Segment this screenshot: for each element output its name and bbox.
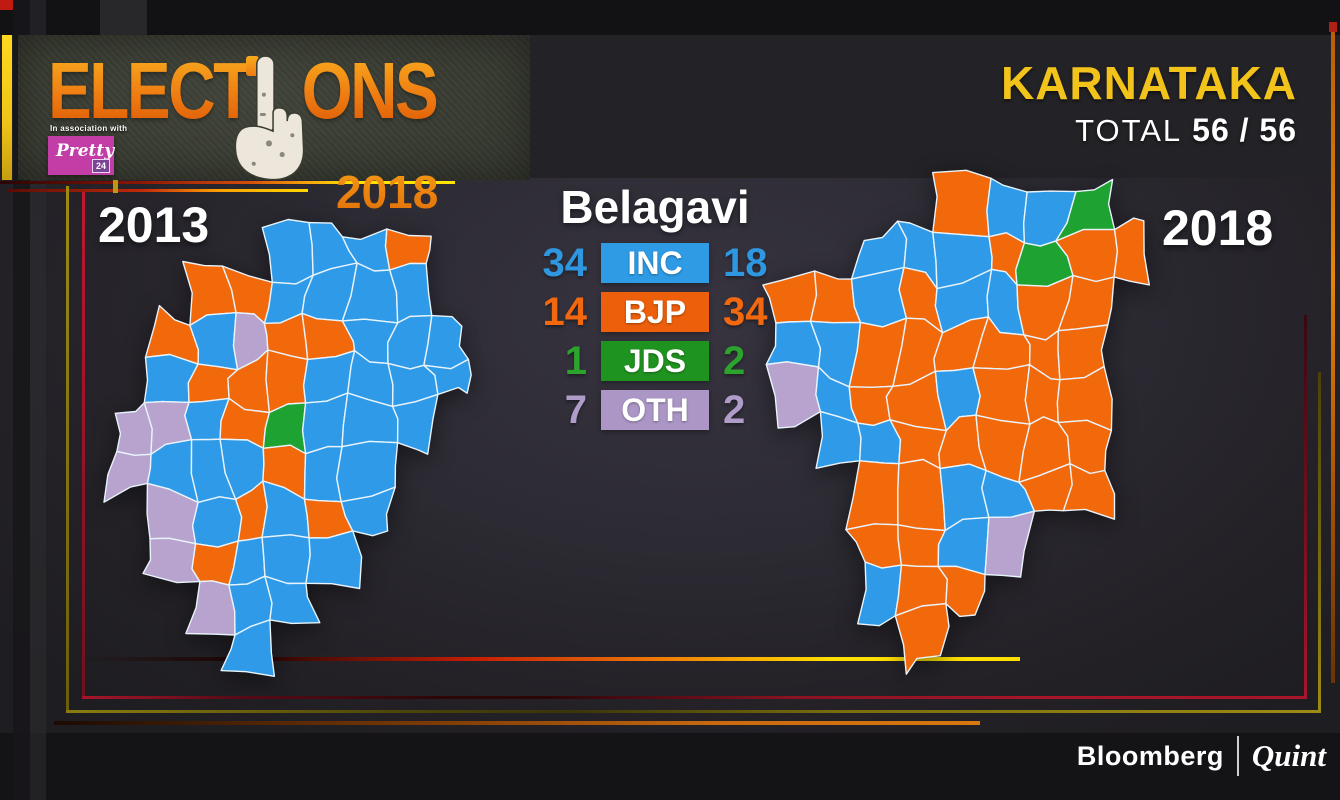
left-map-year-label: 2013 [98, 197, 210, 253]
brand-logo: Bloomberg Quint [1077, 736, 1326, 776]
frame-olive-right [1318, 372, 1321, 713]
frame-red-bottom [82, 696, 1307, 699]
district-cell-bjp [845, 523, 903, 569]
frame-red-left [82, 192, 85, 698]
inc-party-box: INC [601, 243, 709, 283]
total-value: 56 / 56 [1192, 112, 1297, 148]
top-gradient-line-1 [0, 181, 455, 184]
district-cell-inc [191, 496, 243, 548]
district-cell-oth [142, 537, 201, 584]
district-cell-bjp [972, 363, 1031, 425]
district-cell-inc [423, 358, 472, 396]
district-cell-oth [185, 580, 236, 636]
jds-party-box: JDS [601, 341, 709, 381]
corner-red-square [0, 0, 13, 10]
party-legend: 34 INC 18 14 BJP 34 1 JDS 2 7 OTH 2 [502, 240, 808, 439]
district-cell-bjp [931, 169, 992, 238]
legend-row-oth: 7 OTH 2 [502, 387, 808, 432]
oth-2018-count: 2 [723, 387, 746, 432]
district-cell-inc [261, 534, 311, 585]
association-label: In association with [50, 124, 128, 133]
top-strip-block [100, 0, 147, 35]
bjp-2013-count: 14 [542, 289, 588, 334]
frame-olive-bottom [66, 710, 1321, 713]
sponsor-badge: 24 [91, 159, 110, 173]
elections-title-part1: ELECT [48, 46, 253, 135]
legend-row-bjp: 14 BJP 34 [502, 289, 808, 334]
oth-2013-count: 7 [564, 387, 587, 432]
total-label: TOTAL [1075, 113, 1183, 148]
district-cell-inc [305, 530, 363, 590]
elections-title: ELECT ONS [48, 46, 439, 135]
top-gradient-line-2 [8, 189, 308, 192]
banner-year: 2018 [336, 166, 439, 218]
olive-dash [113, 176, 118, 193]
district-cell-bjp [897, 458, 946, 532]
oth-party-box: OTH [601, 390, 709, 430]
district-cell-bjp [1113, 217, 1150, 286]
jds-2018-count: 2 [723, 338, 746, 383]
district-cell-oth [103, 450, 152, 503]
elections-title-part2: ONS [301, 46, 439, 135]
district-cell-inc [264, 575, 321, 625]
sponsor-logo: Pretty 24 [48, 136, 114, 175]
right-orange-bar [1331, 28, 1335, 683]
district-cell-bjp [848, 385, 894, 427]
jds-2013-count: 1 [564, 338, 587, 383]
bjp-2018-count: 34 [723, 289, 768, 334]
district-cell-inc [423, 314, 470, 370]
letter-i-sliver [246, 56, 259, 76]
right-map-year-label: 2018 [1162, 200, 1274, 256]
elections-banner: ELECT ONS 2018 In association with Prett… [18, 35, 530, 218]
map-2018-belagavi [762, 169, 1150, 675]
inc-2013-count: 34 [542, 240, 588, 285]
quint-logo: Quint [1251, 738, 1326, 773]
district-cell-inc [340, 486, 396, 537]
frame-olive-left [66, 186, 69, 712]
district-cell-inc [220, 619, 276, 677]
bg-stripe-dark [13, 0, 30, 800]
corner-red-square-right [1329, 22, 1337, 32]
bottom-orange-line [54, 721, 980, 725]
bg-stripe-light [30, 0, 46, 800]
district-cell-bjp [1062, 463, 1116, 520]
bloomberg-logo: Bloomberg [1076, 740, 1224, 771]
district-cell-oth [984, 510, 1036, 578]
left-yellow-bar [2, 35, 12, 180]
bjp-party-box: BJP [601, 292, 709, 332]
sponsor-name: Pretty [56, 141, 115, 161]
footer-band [0, 733, 1340, 800]
inked-finger-icon [234, 55, 305, 181]
region-title: Belagavi [560, 181, 750, 233]
district-cell-inc [391, 393, 439, 455]
total-row: TOTAL 56 / 56 [1075, 112, 1297, 149]
legend-row-inc: 34 INC 18 [502, 240, 808, 285]
brand-separator [1236, 736, 1239, 776]
bottom-yellow-line [80, 657, 1020, 661]
district-cell-bjp [894, 603, 950, 675]
state-title: KARNATAKA [1000, 57, 1297, 109]
top-strip [0, 0, 1340, 35]
map-2013-belagavi [103, 218, 472, 677]
frame-red-right [1304, 315, 1307, 699]
district-cell-inc [261, 218, 314, 285]
legend-row-jds: 1 JDS 2 [502, 338, 808, 383]
district-cell-bjp [937, 565, 986, 618]
district-cell-inc [301, 392, 349, 455]
inc-2018-count: 18 [723, 240, 768, 285]
district-cell-bjp [845, 460, 900, 531]
district-cell-inc [303, 445, 343, 503]
